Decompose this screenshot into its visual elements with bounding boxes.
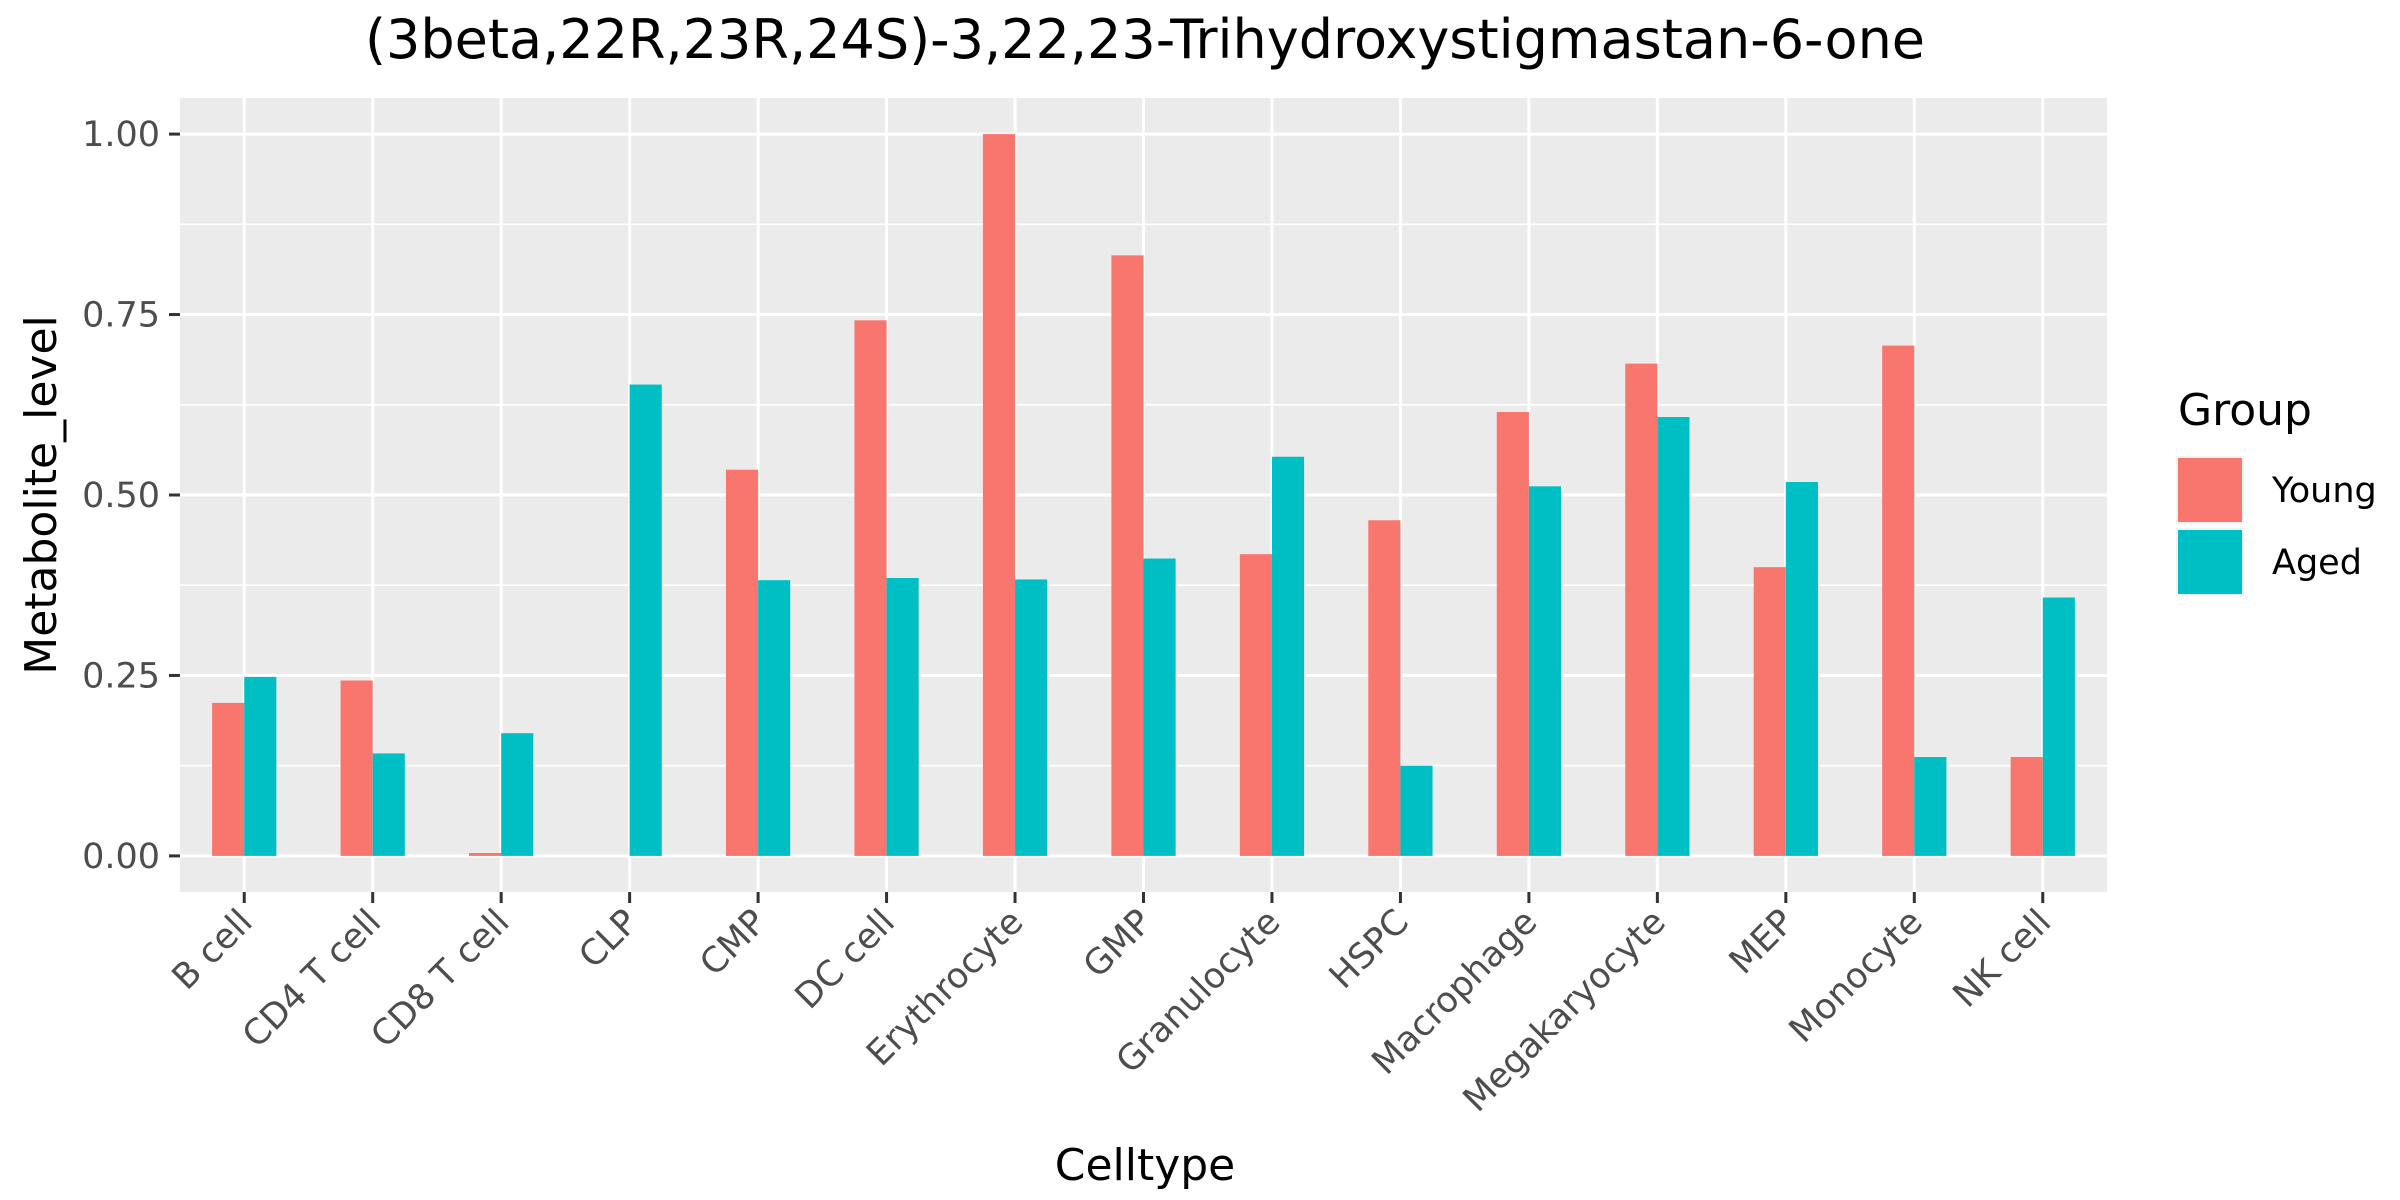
x-axis-title: Celltype (1055, 1140, 1236, 1191)
legend-swatch-young (2178, 458, 2242, 522)
bar-young (340, 680, 373, 856)
bar-young (725, 469, 759, 856)
bar-young (1368, 520, 1401, 856)
y-axis: 0.00 0.25 0.50 0.75 1.00 (82, 115, 180, 877)
bar-aged (1015, 579, 1048, 856)
y-tick-label: 1.00 (82, 115, 160, 155)
bar-aged (1657, 417, 1690, 856)
x-tick-label: NK cell (1946, 902, 2059, 1015)
x-tick-label: CD4 T cell (235, 902, 389, 1056)
bar-young (1882, 345, 1915, 856)
y-axis-title: Metabolite_level (16, 315, 67, 675)
x-tick-label: B cell (165, 902, 261, 998)
chart-title: (3beta,22R,23R,24S)-3,22,23-Trihydroxyst… (365, 8, 1925, 71)
x-tick-label: GMP (1076, 902, 1160, 986)
bar-aged (1400, 765, 1433, 856)
bar-aged (244, 676, 277, 856)
y-tick-label: 0.50 (82, 476, 160, 516)
x-tick-label: CD8 T cell (364, 902, 518, 1056)
bar-aged (1914, 757, 1947, 856)
y-tick-label: 0.75 (82, 296, 160, 336)
bar-young (1239, 554, 1272, 856)
legend-label-young: Young (2271, 471, 2377, 511)
y-tick-label: 0.00 (82, 837, 160, 877)
x-tick-label: DC cell (788, 902, 903, 1017)
bar-young (212, 702, 245, 856)
bar-young (1625, 363, 1658, 856)
y-tick-label: 0.25 (82, 656, 160, 696)
x-tick-label: HSPC (1322, 902, 1417, 997)
bar-aged (372, 753, 405, 856)
bar-aged (1528, 486, 1562, 856)
bar-young (469, 853, 502, 856)
bar-aged (629, 384, 662, 856)
bar-aged (758, 580, 791, 856)
bar-young (2010, 757, 2043, 856)
bar-aged (501, 733, 534, 856)
x-tick-label: CLP (572, 902, 646, 976)
bar-aged (1271, 456, 1305, 856)
bar-young (1111, 255, 1144, 856)
x-tick-label: MEP (1722, 902, 1802, 982)
bar-young (982, 134, 1016, 856)
x-tick-label: CMP (693, 902, 775, 984)
legend-swatch-aged (2178, 530, 2242, 594)
bar-aged (2042, 597, 2075, 856)
bar-young (854, 320, 887, 856)
bar-aged (1143, 558, 1176, 856)
bars (212, 134, 2075, 856)
bar-young (1496, 411, 1529, 856)
legend-label-aged: Aged (2272, 543, 2362, 583)
legend: Group Young Aged (2176, 385, 2377, 596)
x-tick-label: Monocyte (1782, 902, 1931, 1051)
bar-aged (1785, 482, 1818, 856)
legend-title: Group (2178, 385, 2312, 436)
bar-aged (886, 578, 919, 856)
bar-young (1753, 567, 1786, 856)
